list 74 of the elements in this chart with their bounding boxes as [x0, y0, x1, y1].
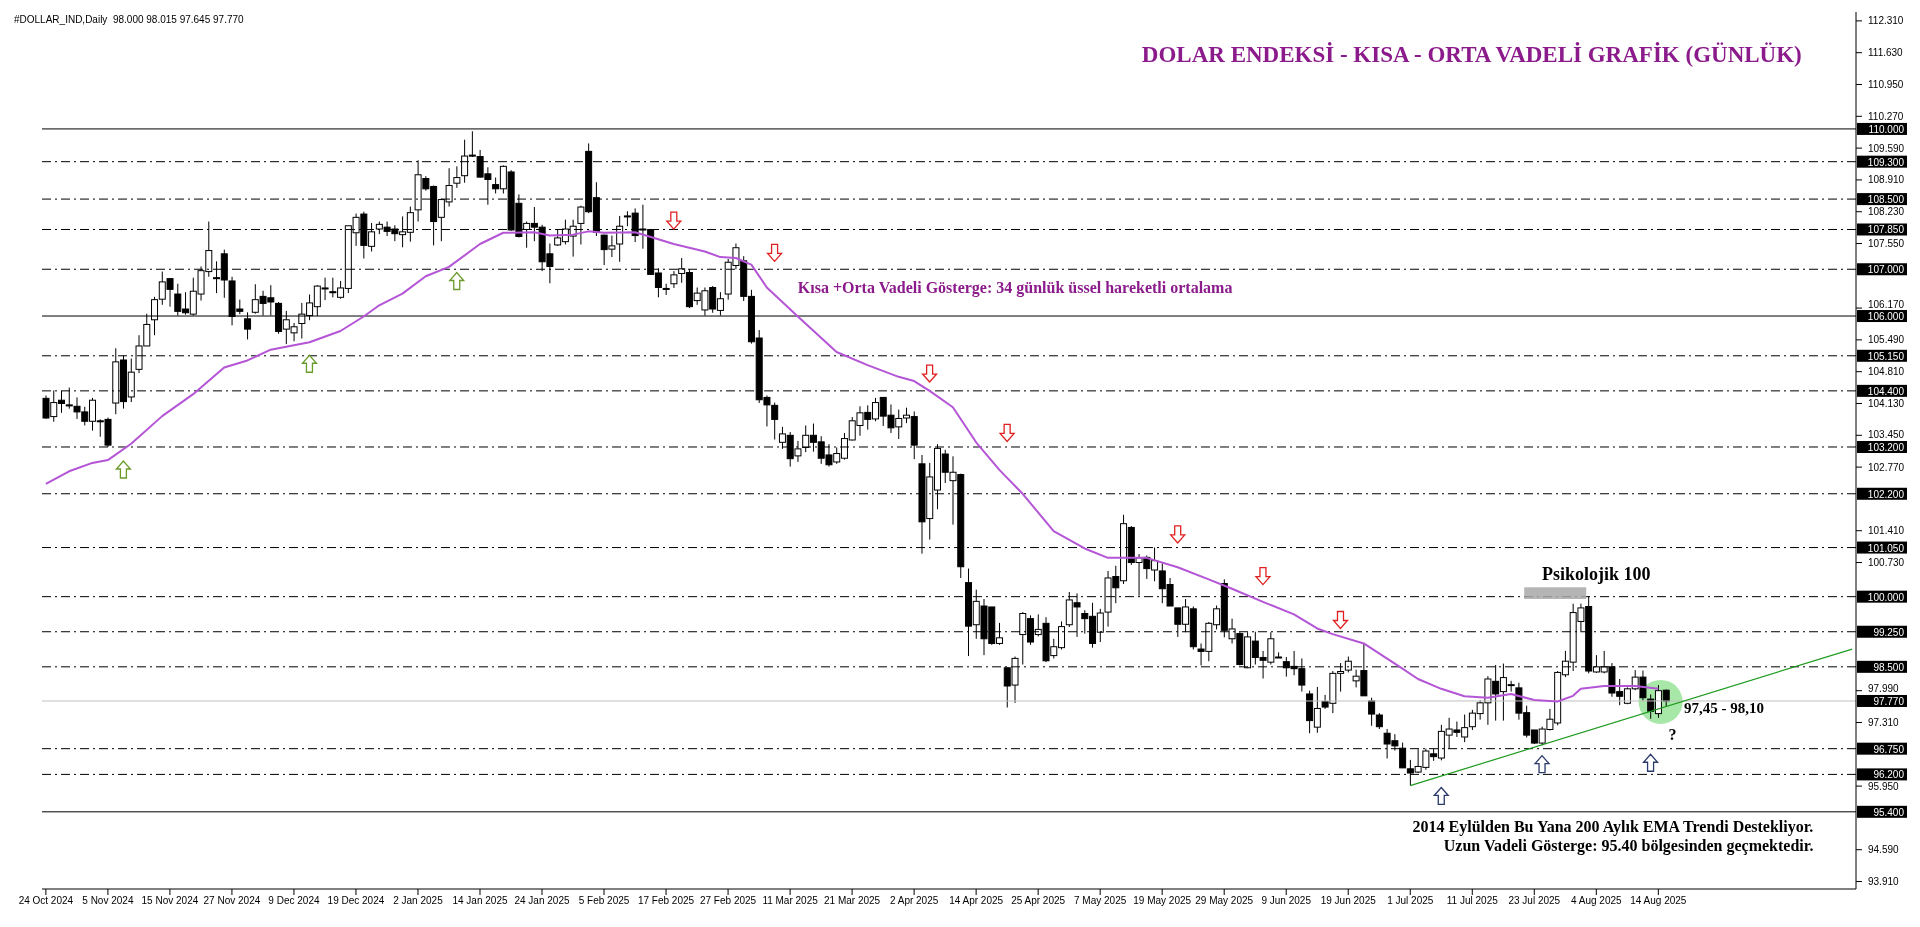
- ref-line-label: 96.750: [1873, 743, 1905, 755]
- x-tick-label: 1 Jul 2025: [1387, 895, 1434, 907]
- ref-line-label: 110.000: [1868, 123, 1905, 135]
- ref-line-label: 97.770: [1873, 695, 1905, 707]
- ref-line-label: 101.050: [1867, 542, 1905, 554]
- ref-line-label: 98.500: [1873, 661, 1905, 673]
- ref-line-label: 99.250: [1873, 626, 1905, 638]
- x-tick-label: 24 Jan 2025: [514, 895, 570, 907]
- y-tick-label: 105.490: [1868, 334, 1905, 346]
- x-tick-label: 14 Aug 2025: [1630, 895, 1687, 907]
- x-tick-label: 14 Jan 2025: [452, 895, 508, 907]
- chart-subtitle: #DOLLAR_IND,Daily 98.000 98.015 97.645 97.770: [14, 14, 244, 25]
- y-tick-label: 107.550: [1868, 238, 1905, 250]
- annotation: ?: [1668, 725, 1677, 744]
- x-tick-label: 24 Oct 2024: [18, 895, 74, 907]
- ref-line-label: 100.000: [1867, 591, 1905, 603]
- x-tick-label: 2 Jan 2025: [393, 895, 444, 907]
- x-tick-label: 23 Jul 2025: [1508, 895, 1561, 907]
- ref-line-label: 107.850: [1867, 224, 1905, 236]
- y-tick-label: 93.910: [1868, 876, 1900, 888]
- ref-line-label: 102.200: [1867, 488, 1905, 500]
- y-tick-label: 101.410: [1868, 525, 1905, 537]
- x-tick-label: 19 Jun 2025: [1320, 895, 1377, 907]
- ref-line-label: 104.400: [1867, 385, 1905, 397]
- ref-line-label: 109.300: [1867, 156, 1905, 168]
- y-tick-label: 106.170: [1868, 298, 1905, 310]
- y-tick-label: 104.130: [1868, 397, 1905, 409]
- annotation: 2014 Eylülden Bu Yana 200 Aylık EMA Trendi Destekliyor.: [1412, 818, 1814, 836]
- x-tick-label: 11 Jul 2025: [1446, 895, 1499, 907]
- ref-line-label: 108.500: [1867, 194, 1905, 206]
- y-tick-label: 108.230: [1868, 206, 1905, 218]
- y-tick-label: 100.730: [1868, 557, 1905, 569]
- x-tick-label: 29 May 2025: [1195, 895, 1254, 907]
- y-tick-label: 102.770: [1868, 461, 1905, 473]
- x-tick-label: 9 Dec 2024: [268, 895, 320, 907]
- y-tick-label: 97.310: [1868, 716, 1900, 728]
- x-tick-label: 21 Mar 2025: [824, 895, 881, 907]
- ref-line-label: 107.000: [1867, 264, 1905, 276]
- x-tick-label: 27 Nov 2024: [203, 895, 261, 907]
- x-tick-label: 15 Nov 2024: [141, 895, 199, 907]
- x-tick-label: 2 Apr 2025: [889, 895, 939, 907]
- annotation: 97,45 - 98,10: [1683, 699, 1764, 717]
- ref-line-label: 105.150: [1867, 350, 1905, 362]
- y-tick-label: 109.590: [1868, 142, 1905, 154]
- x-tick-label: 17 Feb 2025: [637, 895, 695, 907]
- x-tick-label: 5 Feb 2025: [578, 895, 630, 907]
- x-tick-label: 19 May 2025: [1133, 895, 1192, 907]
- x-tick-label: 19 Dec 2024: [327, 895, 385, 907]
- x-tick-label: 7 May 2025: [1074, 895, 1127, 907]
- ref-line-label: 106.000: [1867, 311, 1905, 323]
- ref-line-label: 96.200: [1873, 769, 1905, 781]
- text: DOLAR ENDEKSİ - KISA - ORTA VADELİ GRAFİK (GÜNLÜK): [1141, 42, 1802, 68]
- y-tick-label: 108.910: [1868, 174, 1905, 186]
- annotation: Psikolojik 100: [1542, 563, 1651, 585]
- x-tick-label: 25 Apr 2025: [1011, 895, 1066, 907]
- y-tick-label: 97.990: [1868, 683, 1900, 695]
- y-tick-label: 112.310: [1868, 15, 1904, 27]
- x-tick-label: 4 Aug 2025: [1571, 895, 1623, 907]
- y-tick-label: 104.810: [1868, 366, 1905, 378]
- x-tick-label: 9 Jun 2025: [1261, 895, 1312, 907]
- x-tick-label: 11 Mar 2025: [762, 895, 819, 907]
- x-tick-label: 14 Apr 2025: [949, 895, 1004, 907]
- y-tick-label: 110.950: [1868, 79, 1904, 90]
- ref-line-label: 95.400: [1873, 806, 1905, 818]
- ref-line-label: 103.200: [1867, 441, 1905, 453]
- x-tick-label: 27 Feb 2025: [699, 895, 757, 907]
- y-tick-label: 94.590: [1868, 844, 1900, 856]
- y-tick-label: 103.450: [1868, 429, 1905, 441]
- annotation: Uzun Vadeli Gösterge: 95.40 bölgesinden geçmektedir.: [1443, 836, 1814, 855]
- x-tick-label: 5 Nov 2024: [82, 895, 134, 907]
- y-tick-label: 95.950: [1868, 780, 1900, 792]
- y-tick-label: 111.630: [1868, 47, 1904, 59]
- annotation: Kısa +Orta Vadeli Gösterge: 34 günlük üssel hareketli ortalama: [797, 279, 1233, 297]
- y-tick-label: 110.270: [1868, 110, 1904, 122]
